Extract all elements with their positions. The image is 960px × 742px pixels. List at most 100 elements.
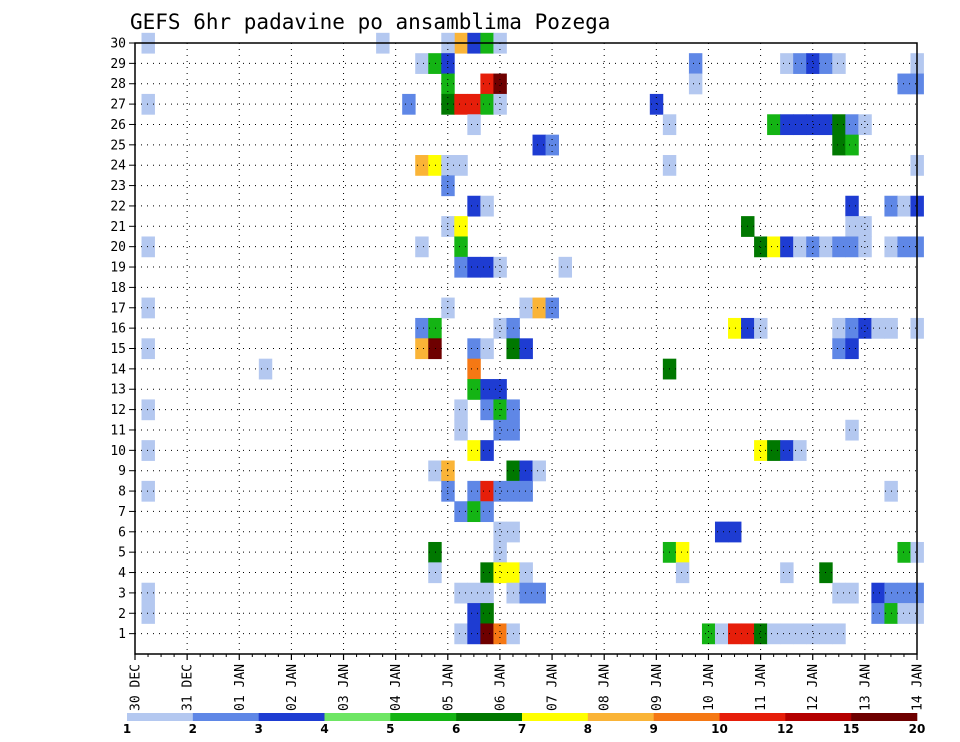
heatmap-cell <box>493 623 507 645</box>
heatmap-cell <box>493 480 507 502</box>
x-tick-label: 02 JAN <box>285 664 300 711</box>
colorbar-label: 1 <box>123 722 131 736</box>
heatmap-cell <box>780 114 794 136</box>
y-tick-label: 26 <box>110 118 126 133</box>
heatmap-cell <box>428 562 442 584</box>
y-tick-label: 3 <box>118 586 126 601</box>
x-tick-label: 11 JAN <box>754 664 769 711</box>
y-tick-label: 28 <box>110 77 126 92</box>
heatmap-cell <box>519 582 533 604</box>
heatmap-cell <box>467 195 481 217</box>
colorbar-label: 5 <box>386 722 394 736</box>
y-tick-label: 12 <box>110 403 126 418</box>
heatmap-cell <box>780 53 794 74</box>
heatmap-cell <box>141 93 155 115</box>
heatmap-cell <box>467 379 481 400</box>
heatmap-cell <box>832 582 846 604</box>
colorbar-swatch <box>522 713 589 721</box>
heatmap-cell <box>688 53 703 74</box>
y-tick-label: 22 <box>110 199 126 214</box>
colorbar-label: 20 <box>909 722 926 736</box>
heatmap-cell <box>675 562 690 584</box>
heatmap-cell <box>806 236 820 258</box>
x-tick-label: 03 JAN <box>337 664 352 711</box>
colorbar-swatch <box>719 713 786 721</box>
x-tick-label: 09 JAN <box>650 664 665 711</box>
x-tick-label: 06 JAN <box>493 664 508 711</box>
heatmap-cell <box>493 73 507 95</box>
heatmap-cell <box>493 379 507 400</box>
heatmap-cell <box>415 53 429 74</box>
heatmap-cell <box>467 256 481 278</box>
heatmap-cell <box>480 195 494 217</box>
heatmap-cell <box>467 623 481 645</box>
heatmap-cell <box>532 297 546 319</box>
heatmap-cell <box>454 216 468 237</box>
heatmap-cell <box>754 236 768 258</box>
x-tick-label: 01 JAN <box>233 664 248 711</box>
heatmap-cell <box>532 134 546 156</box>
heatmap-cell <box>454 582 468 604</box>
heatmap-cell <box>832 114 846 136</box>
heatmap-cell <box>493 93 507 115</box>
heatmap-cell <box>467 480 481 502</box>
heatmap-cell <box>141 297 155 319</box>
heatmap-cell <box>519 297 533 319</box>
heatmap-cell <box>141 236 155 258</box>
heatmap-cell <box>480 93 494 115</box>
y-tick-label: 2 <box>118 607 126 622</box>
colorbar-label: 2 <box>189 722 197 736</box>
heatmap-cell <box>454 155 468 176</box>
heatmap-cell <box>493 541 507 563</box>
heatmap-cell <box>688 73 703 95</box>
heatmap-cell <box>532 582 546 604</box>
heatmap-cell <box>480 256 494 278</box>
heatmap-cell <box>845 338 859 360</box>
heatmap-cell <box>428 53 442 74</box>
heatmap-cell <box>897 541 911 563</box>
heatmap-cell <box>480 440 494 461</box>
heatmap-cell <box>428 338 442 360</box>
heatmap-cell <box>480 582 494 604</box>
heatmap-cell <box>832 317 846 339</box>
y-tick-label: 17 <box>110 301 126 316</box>
colorbar-label: 8 <box>584 722 592 736</box>
heatmap-cell <box>793 53 807 74</box>
x-tick-label: 31 DEC <box>181 664 196 711</box>
heatmap-cell <box>832 236 846 258</box>
heatmap-cell <box>428 541 442 563</box>
heatmap-cell <box>519 480 533 502</box>
heatmap-cell <box>141 399 155 421</box>
heatmap-cell <box>480 379 494 400</box>
heatmap-cell <box>754 440 768 461</box>
heatmap-cell <box>532 460 546 482</box>
heatmap-cell <box>467 338 481 360</box>
x-tick-label: 13 JAN <box>858 664 873 711</box>
x-tick-label: 07 JAN <box>546 664 561 711</box>
colorbar-label: 9 <box>649 722 657 736</box>
heatmap-cell <box>428 155 442 176</box>
heatmap-cell <box>858 317 872 339</box>
heatmap-cell <box>845 582 859 604</box>
x-tick-label: 10 JAN <box>702 664 717 711</box>
heatmap-cell <box>728 623 742 645</box>
colorbar-label: 4 <box>320 722 328 736</box>
heatmap-cells <box>141 32 924 645</box>
colorbar-swatch <box>653 713 720 721</box>
heatmap-cell <box>467 501 481 523</box>
heatmap-cell <box>428 460 442 482</box>
y-tick-label: 7 <box>118 505 126 520</box>
colorbar-label: 15 <box>843 722 860 736</box>
heatmap-cell <box>141 440 155 461</box>
heatmap-cell <box>480 623 494 645</box>
heatmap-cell <box>714 521 729 543</box>
y-tick-label: 6 <box>118 525 126 540</box>
heatmap-cell <box>558 256 573 278</box>
heatmap-cell <box>793 236 807 258</box>
heatmap-cell <box>454 93 468 115</box>
colorbar-swatch <box>851 713 918 721</box>
heatmap-cell <box>832 134 846 156</box>
heatmap-cell <box>467 114 481 136</box>
colorbar-swatch <box>324 713 391 721</box>
heatmap-cell <box>415 317 429 339</box>
